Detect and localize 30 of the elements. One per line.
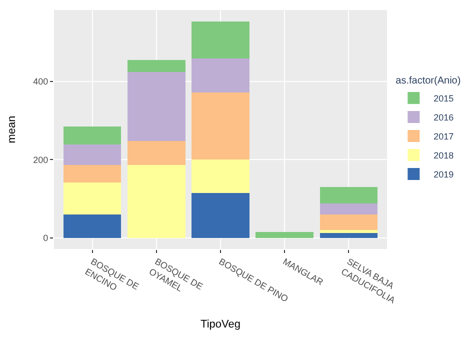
y-tick-label: 200 bbox=[33, 154, 48, 165]
bar bbox=[128, 60, 186, 72]
bar bbox=[192, 92, 250, 160]
y-tick-label: 400 bbox=[33, 76, 48, 86]
bar bbox=[320, 187, 378, 204]
legend-label: 2015 bbox=[434, 94, 454, 104]
bar bbox=[192, 159, 250, 193]
y-tick-label: 0 bbox=[43, 233, 48, 244]
y-axis-title: mean bbox=[6, 116, 18, 144]
bar bbox=[64, 126, 122, 144]
bar bbox=[192, 21, 250, 59]
legend-label: 2018 bbox=[434, 150, 454, 161]
bar bbox=[320, 230, 378, 233]
legend-label: 2016 bbox=[434, 112, 454, 123]
bar bbox=[64, 165, 122, 182]
bar bbox=[128, 164, 186, 238]
legend-title: as.factor(Anio) bbox=[396, 76, 461, 86]
bar bbox=[64, 214, 122, 238]
bar bbox=[128, 72, 186, 141]
bar bbox=[192, 192, 250, 238]
bar bbox=[192, 58, 250, 93]
bar bbox=[320, 214, 378, 230]
legend-label: 2017 bbox=[434, 132, 454, 142]
bar bbox=[128, 140, 186, 165]
x-axis-title: TipoVeg bbox=[200, 318, 240, 331]
legend-label: 2019 bbox=[434, 170, 454, 180]
bar bbox=[64, 144, 122, 166]
bar bbox=[64, 182, 122, 215]
bar bbox=[320, 204, 378, 215]
bar bbox=[256, 232, 314, 238]
